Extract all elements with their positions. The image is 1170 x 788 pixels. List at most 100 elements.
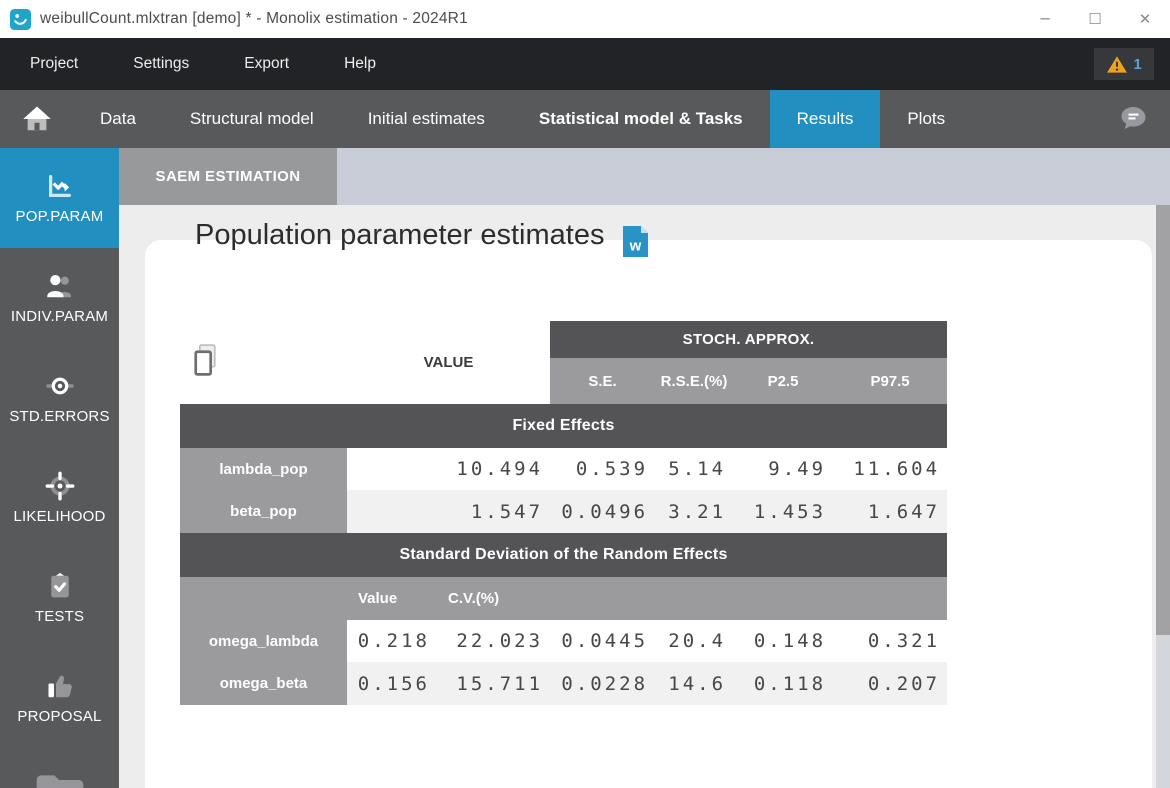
sidebar-item-std-errors[interactable]: STD.ERRORS	[0, 348, 119, 448]
cell-rse: 5.14	[655, 448, 734, 490]
menu-help[interactable]: Help	[344, 55, 376, 72]
node-icon	[44, 371, 76, 401]
page-title: Population parameter estimates	[195, 219, 605, 251]
cell-cv: 22.023	[437, 620, 551, 662]
tab-saem-estimation[interactable]: SAEM ESTIMATION	[119, 148, 337, 205]
tab-data[interactable]: Data	[100, 109, 136, 128]
warning-icon	[1106, 55, 1128, 74]
page-title-row: Population parameter estimates w	[195, 219, 649, 257]
subheader-spacer	[550, 577, 948, 620]
result-subtab-bar: SAEM ESTIMATION	[119, 148, 1170, 205]
warnings-badge[interactable]: 1	[1094, 48, 1154, 80]
minimize-button[interactable]: ─	[1040, 10, 1050, 28]
cell-p25: 0.118	[733, 662, 834, 705]
menu-export[interactable]: Export	[244, 55, 290, 72]
tab-statistical-model-tasks[interactable]: Statistical model & Tasks	[538, 109, 743, 128]
sidebar-item-indiv-param[interactable]: INDIV.PARAM	[0, 248, 119, 348]
cell-value: 10.494	[347, 448, 551, 490]
menu-bar: Project Settings Export Help 1	[0, 38, 1170, 90]
cell-se: 0.0496	[550, 490, 656, 533]
table-row: omega_beta 0.156 15.711 0.0228 14.6 0.11…	[180, 662, 948, 705]
column-header-p975: P97.5	[833, 358, 948, 404]
cell-rse: 20.4	[655, 620, 734, 662]
home-tab[interactable]	[0, 90, 73, 148]
column-header-value: VALUE	[347, 321, 551, 404]
tab-structural-model[interactable]: Structural model	[189, 109, 314, 128]
cell-value: 1.547	[347, 490, 551, 533]
cell-value: 0.156	[347, 662, 437, 705]
column-header-cv: C.V.(%)	[437, 577, 551, 620]
cell-p25: 1.453	[733, 490, 834, 533]
cell-p975: 0.321	[833, 620, 948, 662]
main-area: POP.PARAM INDIV.PARAM STD.ERRORS LIKELIH…	[0, 148, 1170, 788]
sidebar-item-label: PROPOSAL	[17, 708, 102, 725]
home-icon	[22, 105, 52, 133]
window-controls: ─ ☐ ✕	[1020, 0, 1170, 38]
column-header-value-sub: Value	[347, 577, 437, 620]
feedback-bubble-icon[interactable]	[1119, 105, 1148, 136]
cell-p25: 0.148	[733, 620, 834, 662]
column-header-se: S.E.	[550, 358, 656, 404]
content-area: Population parameter estimates w	[119, 205, 1170, 788]
results-panel: SAEM ESTIMATION Population parameter est…	[119, 148, 1170, 788]
row-label-spacer	[180, 577, 347, 620]
monolix-app-icon	[10, 8, 31, 30]
maximize-button[interactable]: ☐	[1088, 10, 1102, 28]
cell-value: 0.218	[347, 620, 437, 662]
close-button[interactable]: ✕	[1138, 10, 1152, 28]
row-label: omega_lambda	[180, 620, 347, 662]
row-label: beta_pop	[180, 490, 347, 533]
scrollbar-thumb[interactable]	[1156, 205, 1170, 635]
cell-p975: 1.647	[833, 490, 948, 533]
table-row: lambda_pop 10.494 0.539 5.14 9.49 11.604	[180, 448, 948, 490]
column-group-stoch-approx: STOCH. APPROX.	[550, 321, 948, 358]
sidebar-item-label: LIKELIHOOD	[13, 508, 106, 525]
crosshair-icon	[44, 471, 76, 501]
sidebar-item-proposal[interactable]: PROPOSAL	[0, 648, 119, 748]
chart-line-icon	[44, 171, 76, 201]
cell-p25: 9.49	[733, 448, 834, 490]
title-bar: weibullCount.mlxtran [demo] * - Monolix …	[0, 0, 1170, 38]
section-band-random-effects: Standard Deviation of the Random Effects	[180, 533, 948, 577]
cell-se: 0.0445	[550, 620, 656, 662]
tab-initial-estimates[interactable]: Initial estimates	[367, 109, 485, 128]
sidebar-item-pop-param[interactable]: POP.PARAM	[0, 148, 119, 248]
clipboard-check-icon	[46, 571, 74, 601]
word-badge: w	[629, 238, 642, 255]
column-header-rse: R.S.E.(%)	[655, 358, 734, 404]
copy-table-button[interactable]	[180, 321, 347, 404]
warning-count: 1	[1133, 55, 1142, 73]
sidebar-item-label: INDIV.PARAM	[10, 308, 109, 325]
section-band-fixed-effects: Fixed Effects	[180, 404, 948, 448]
thumbs-up-icon	[45, 671, 75, 701]
vertical-scrollbar[interactable]	[1156, 205, 1170, 788]
table-row: beta_pop 1.547 0.0496 3.21 1.453 1.647	[180, 490, 948, 533]
cell-se: 0.0228	[550, 662, 656, 705]
sidebar-item-label: POP.PARAM	[15, 208, 104, 225]
column-header-p25: P2.5	[733, 358, 834, 404]
sidebar-item-likelihood[interactable]: LIKELIHOOD	[0, 448, 119, 548]
sidebar-item-label: TESTS	[34, 608, 85, 625]
sidebar-item-tests[interactable]: TESTS	[0, 548, 119, 648]
window-title: weibullCount.mlxtran [demo] * - Monolix …	[40, 10, 468, 27]
sidebar-item-partial[interactable]	[0, 748, 119, 788]
results-sidebar: POP.PARAM INDIV.PARAM STD.ERRORS LIKELIH…	[0, 148, 119, 788]
export-word-button[interactable]: w	[623, 226, 649, 257]
row-label: omega_beta	[180, 662, 347, 705]
folder-icon	[36, 775, 83, 788]
table-row: omega_lambda 0.218 22.023 0.0445 20.4 0.…	[180, 620, 948, 662]
pop-param-table: VALUE STOCH. APPROX. S.E. R.S.E.(%) P2.5…	[180, 321, 948, 705]
main-tab-bar: Data Structural model Initial estimates …	[0, 90, 1170, 148]
sidebar-item-label: STD.ERRORS	[9, 408, 110, 425]
row-label: lambda_pop	[180, 448, 347, 490]
cell-cv: 15.711	[437, 662, 551, 705]
menu-project[interactable]: Project	[30, 55, 79, 72]
menu-settings[interactable]: Settings	[133, 55, 190, 72]
cell-rse: 3.21	[655, 490, 734, 533]
copy-icon	[194, 343, 216, 376]
cell-p975: 11.604	[833, 448, 948, 490]
tab-plots[interactable]: Plots	[907, 109, 946, 128]
cell-p975: 0.207	[833, 662, 948, 705]
tab-results[interactable]: Results	[769, 90, 881, 148]
cell-rse: 14.6	[655, 662, 734, 705]
